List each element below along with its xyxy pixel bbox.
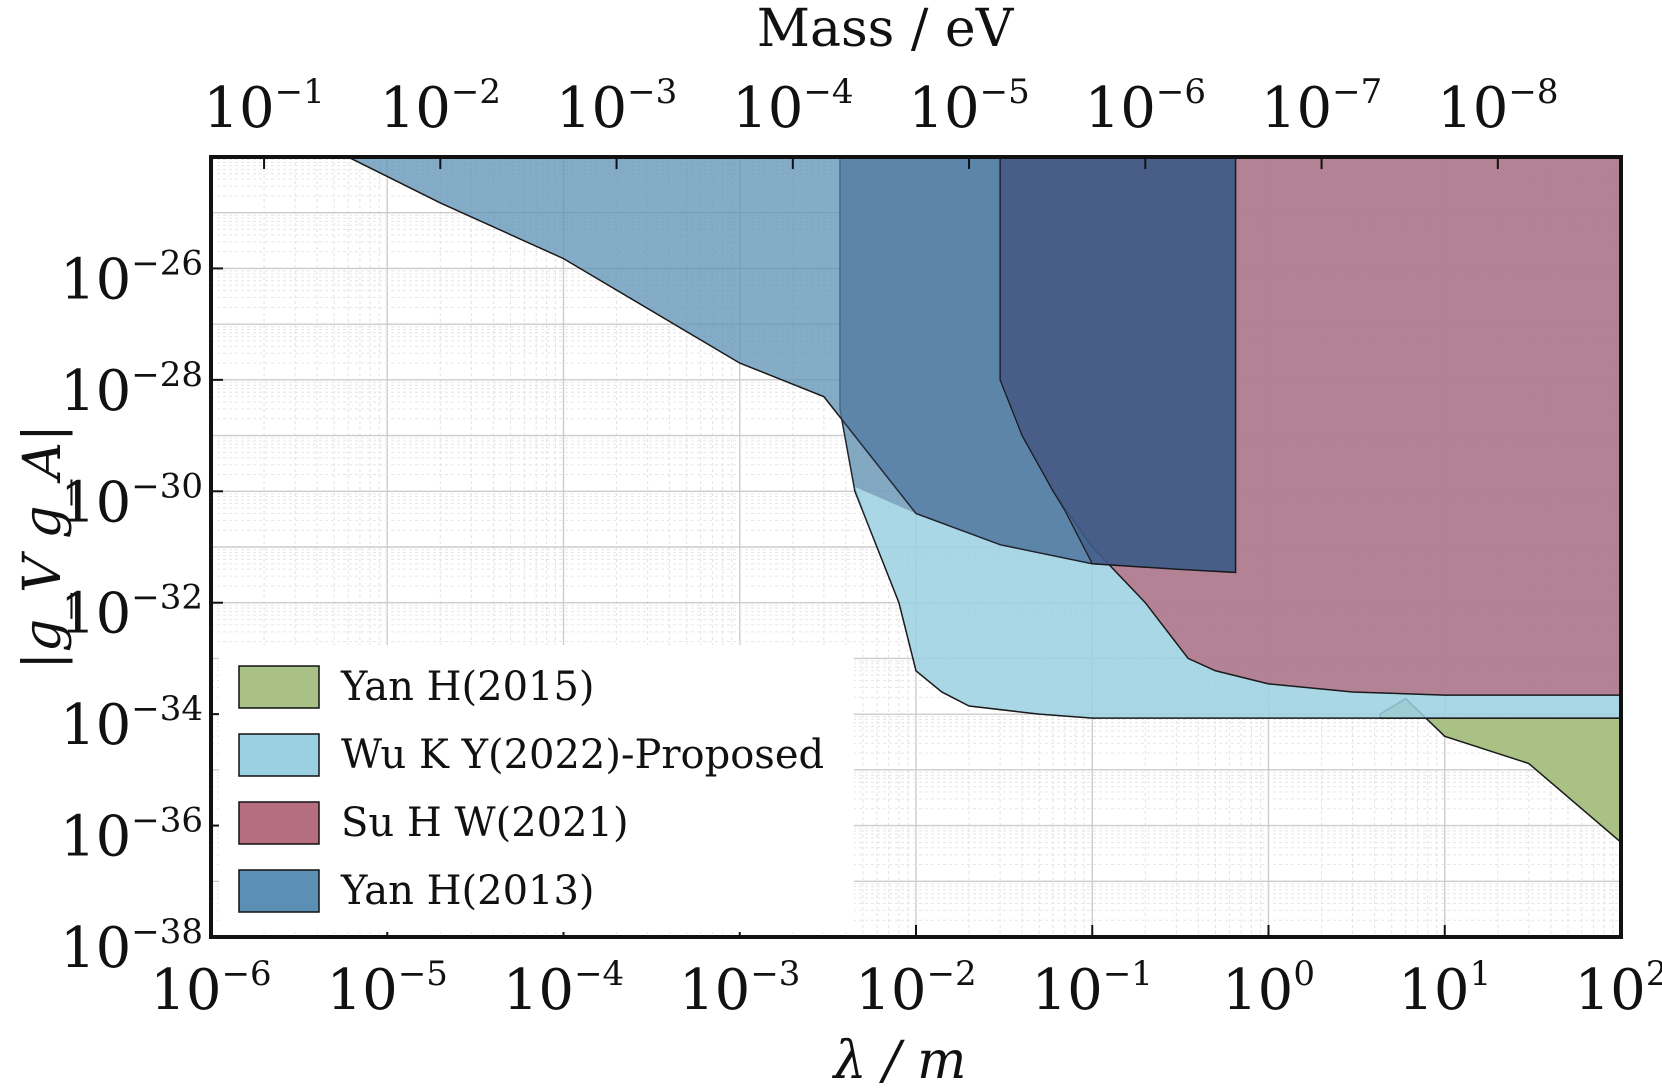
bottom-ticks: 10−6 10−5 10−4 10−3 10−2 10−1 100 101 102 [150,925,1662,1023]
top-tick-label: 10−5 [908,72,1029,141]
top-tick-label: 10−4 [732,72,853,141]
y-tick-label: 10−32 [60,578,203,647]
y-tick-label: 10−34 [60,689,203,758]
legend-swatch [238,665,320,709]
x-tick-label: 100 [1222,954,1315,1023]
x-tick-label: 10−5 [327,954,448,1023]
legend-swatch [238,733,320,777]
region-overlap-deep [999,157,1237,574]
y-tick-label: 10−28 [60,355,203,424]
x-tick-label: 10−6 [150,954,271,1023]
legend-swatch [238,869,320,913]
left-ticks: 10−26 10−28 10−30 10−32 10−34 10−36 10−38 [60,243,223,981]
top-axis-title: Mass / eV [757,0,1015,59]
top-tick-label: 10−3 [556,72,677,141]
regions-layer [347,157,1621,844]
legend-background [219,645,854,932]
y-tick-label: 10−26 [60,243,203,312]
y-tick-label: 10−38 [60,912,203,981]
x-tick-label: 10−4 [503,954,624,1023]
legend-label: Yan H(2015) [340,664,595,710]
legend-label: Su H W(2021) [341,800,629,846]
x-axis-title: λ / m [832,1031,967,1089]
x-tick-label: 10−1 [1032,954,1153,1023]
top-tick-label: 10−8 [1437,72,1558,141]
legend-swatch [238,801,320,845]
top-tick-label: 10−7 [1261,72,1382,141]
top-ticks: 10−1 10−2 10−3 10−4 10−5 10−6 10−7 10−8 [203,72,1559,169]
y-tick-label: 10−36 [60,801,203,870]
legend-label: Yan H(2013) [340,868,595,914]
legend: Yan H(2015) Wu K Y(2022)-Proposed Su H W(2… [219,645,854,932]
x-tick-label: 10−3 [679,954,800,1023]
y-tick-label: 10−30 [60,466,203,535]
y-axis-title: |g_V g_A| [13,424,73,669]
region-dark-overlap [839,157,1236,573]
legend-label: Wu K Y(2022)-Proposed [341,732,824,778]
top-tick-label: 10−1 [203,72,324,141]
top-tick-label: 10−2 [380,72,501,141]
svg-text:|g_V g_A|: |g_V g_A| [13,424,73,669]
x-tick-label: 101 [1398,954,1491,1023]
top-tick-label: 10−6 [1085,72,1206,141]
x-tick-label: 102 [1575,954,1662,1023]
x-tick-label: 10−2 [855,954,976,1023]
